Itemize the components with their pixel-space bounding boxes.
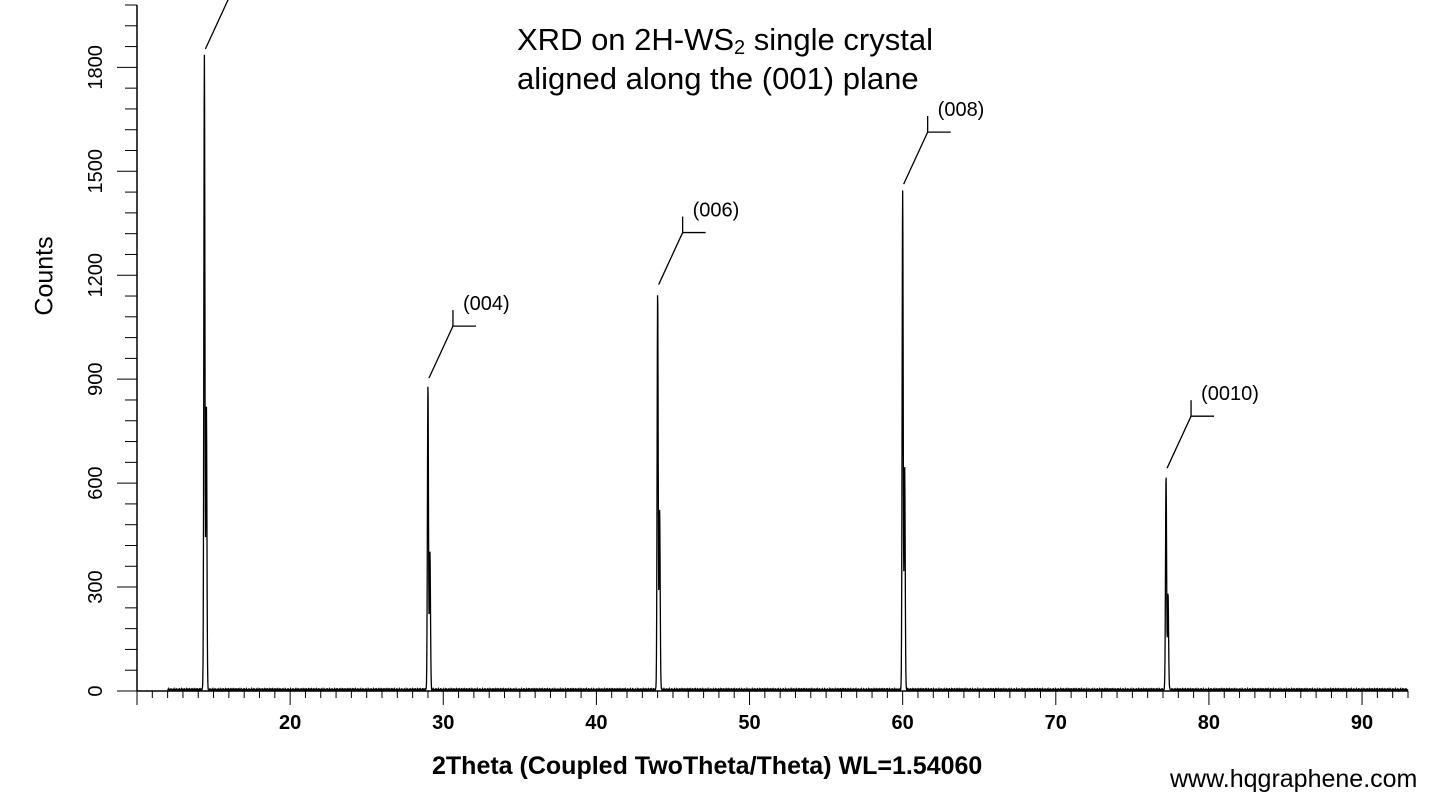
peak-label: (002)	[204, 0, 229, 50]
xrd-pattern	[167, 54, 1409, 693]
peak-leader-line	[903, 131, 951, 185]
peak-label: (006)	[658, 200, 740, 285]
y-tick-label: 300	[85, 570, 107, 603]
y-tick-label: 1800	[85, 45, 107, 90]
x-tick-label: 20	[279, 712, 301, 734]
peak-leader-line	[1166, 415, 1215, 469]
peak-label-text: (004)	[463, 293, 510, 315]
x-tick-label: 50	[738, 712, 760, 734]
chart-subtitle: aligned along the (001) plane	[517, 61, 919, 96]
y-tick-label: 0	[85, 685, 107, 696]
diffraction-line	[167, 54, 1409, 693]
peak-label: (008)	[903, 99, 985, 185]
x-tick-label: 30	[432, 712, 454, 734]
y-tick-label: 1200	[85, 253, 107, 298]
x-tick-label: 60	[892, 712, 914, 734]
watermark-text: www.hqgraphene.com	[1170, 765, 1418, 793]
peak-label-text: (006)	[693, 200, 740, 222]
peak-label: (004)	[428, 293, 510, 379]
peak-label-text: (008)	[938, 99, 985, 121]
y-tick-label: 900	[85, 362, 107, 395]
peak-label: (0010)	[1166, 383, 1259, 469]
peak-leader-line	[204, 0, 229, 50]
peak-labels: (002) (004) (006) (008) (0010)	[204, 0, 1259, 469]
y-tick-label: 600	[85, 466, 107, 499]
x-axis-label: 2Theta (Coupled TwoTheta/Theta) WL=1.540…	[432, 752, 983, 780]
peak-leader-line	[428, 325, 476, 379]
y-tick-label: 1500	[85, 149, 107, 194]
y-axis-label: Counts	[30, 236, 59, 316]
x-tick-label: 80	[1198, 712, 1220, 734]
x-tick-label: 90	[1351, 712, 1373, 734]
x-tick-label: 40	[585, 712, 607, 734]
chart-title: XRD on 2H-WS2 single crystal	[517, 22, 933, 59]
x-tick-label: 70	[1045, 712, 1067, 734]
peak-label-text: (0010)	[1201, 383, 1259, 405]
peak-leader-line	[658, 231, 706, 285]
